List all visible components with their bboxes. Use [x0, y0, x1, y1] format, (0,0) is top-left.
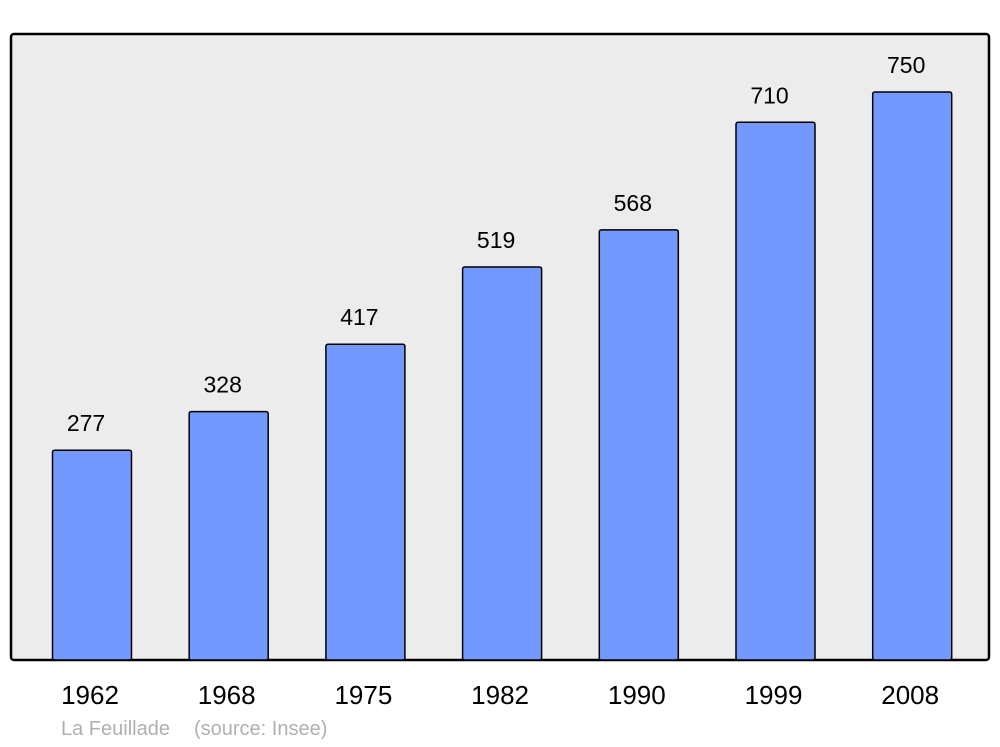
data-label-1975: 417	[340, 304, 378, 330]
x-tick-label-1999: 1999	[745, 680, 803, 710]
data-label-2008: 750	[887, 52, 925, 78]
x-tick-label-1975: 1975	[334, 680, 392, 710]
x-tick-label-1968: 1968	[198, 680, 256, 710]
x-tick-label-1990: 1990	[608, 680, 666, 710]
bar-1999	[735, 121, 816, 661]
place-name: La Feuillade	[61, 718, 170, 740]
bar-1990	[598, 229, 680, 661]
source-note: (source: Insee)	[193, 718, 328, 740]
bar-1982	[461, 266, 543, 661]
data-label-1982: 519	[477, 227, 515, 253]
bar-1962	[51, 449, 133, 661]
x-tick-label-1962: 1962	[61, 680, 119, 710]
bar-1975	[325, 343, 406, 661]
x-tick-label-2008: 2008	[881, 680, 939, 710]
data-label-1990: 568	[614, 190, 652, 216]
x-tick-label-1982: 1982	[471, 680, 529, 710]
data-label-1968: 328	[204, 372, 242, 398]
chart-footer: La Feuillade (source: Insee)	[61, 718, 351, 741]
data-label-1999: 710	[750, 82, 788, 108]
data-label-1962: 277	[67, 410, 105, 436]
bar-1968	[188, 410, 269, 661]
bar-2008	[871, 91, 953, 661]
